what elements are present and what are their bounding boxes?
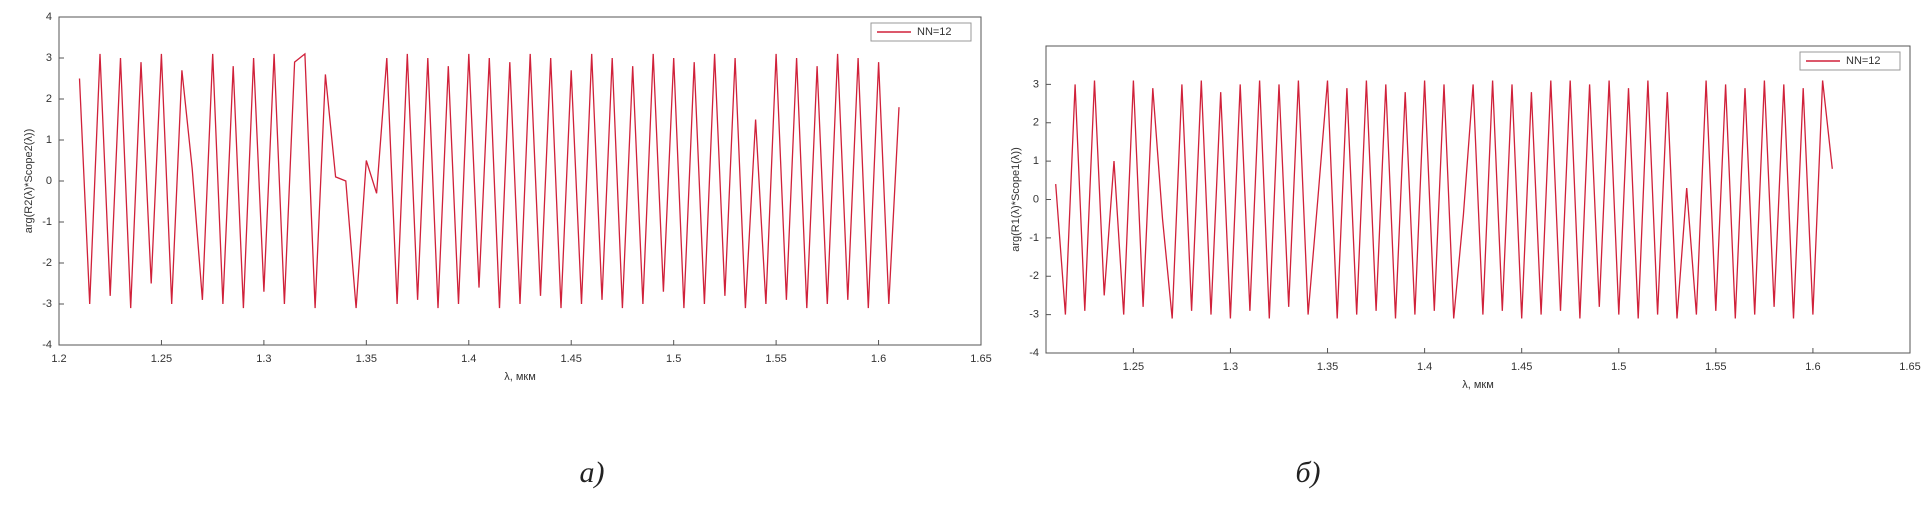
x-tick-label: 1.4 <box>1417 361 1432 373</box>
y-tick-label: -1 <box>1029 232 1039 244</box>
x-tick-label: 1.6 <box>1805 361 1820 373</box>
legend-box <box>1799 51 1901 71</box>
legend-label: NN=12 <box>917 26 952 38</box>
caption: а) <box>580 456 605 489</box>
y-tick-label: 4 <box>46 11 52 23</box>
legend-box <box>870 22 972 42</box>
y-tick-label: 3 <box>1033 78 1039 90</box>
x-tick-label: 1.55 <box>765 353 786 365</box>
line <box>1055 80 1833 319</box>
x-tick-label: 1.55 <box>1705 361 1726 373</box>
x-tick-label: 1.25 <box>151 353 172 365</box>
y-tick-label: -3 <box>1029 309 1039 321</box>
caption: б) <box>1295 456 1320 489</box>
x-tick-label: 1.3 <box>256 353 271 365</box>
x-tick-label: 1.6 <box>871 353 886 365</box>
y-axis-label: arg(R2(λ)*Scope2(λ)) <box>23 129 35 234</box>
y-tick-label: 1 <box>46 134 52 146</box>
legend-label: NN=12 <box>1846 55 1881 67</box>
x-tick-label: 1.65 <box>1899 361 1920 373</box>
y-tick-label: 0 <box>1033 193 1039 205</box>
y-tick-label: -2 <box>1029 270 1039 282</box>
x-axis-label: λ, мкм <box>1462 379 1494 391</box>
x-tick-label: 1.4 <box>461 353 476 365</box>
x-tick-label: 1.2 <box>51 353 66 365</box>
y-tick-label: -4 <box>1029 347 1039 359</box>
y-tick-label: 3 <box>46 52 52 64</box>
x-tick-label: 1.5 <box>666 353 681 365</box>
x-tick-label: 1.45 <box>561 353 582 365</box>
x-tick-label: 1.35 <box>356 353 377 365</box>
y-tick-label: -4 <box>42 339 52 351</box>
y-tick-label: -3 <box>42 298 52 310</box>
line <box>78 52 900 309</box>
x-tick-label: 1.25 <box>1123 361 1144 373</box>
y-tick-label: 2 <box>1033 117 1039 129</box>
y-tick-label: -2 <box>42 257 52 269</box>
x-axis-label: λ, мкм <box>504 371 536 383</box>
y-tick-label: -1 <box>42 216 52 228</box>
x-tick-label: 1.35 <box>1317 361 1338 373</box>
x-tick-label: 1.65 <box>970 353 991 365</box>
y-tick-label: 2 <box>46 93 52 105</box>
x-tick-label: 1.45 <box>1511 361 1532 373</box>
y-axis-label: arg(R1(λ)*Scope1(λ)) <box>1010 147 1022 252</box>
x-tick-label: 1.5 <box>1611 361 1626 373</box>
y-tick-label: 0 <box>46 175 52 187</box>
y-tick-label: 1 <box>1033 155 1039 167</box>
x-tick-label: 1.3 <box>1223 361 1238 373</box>
